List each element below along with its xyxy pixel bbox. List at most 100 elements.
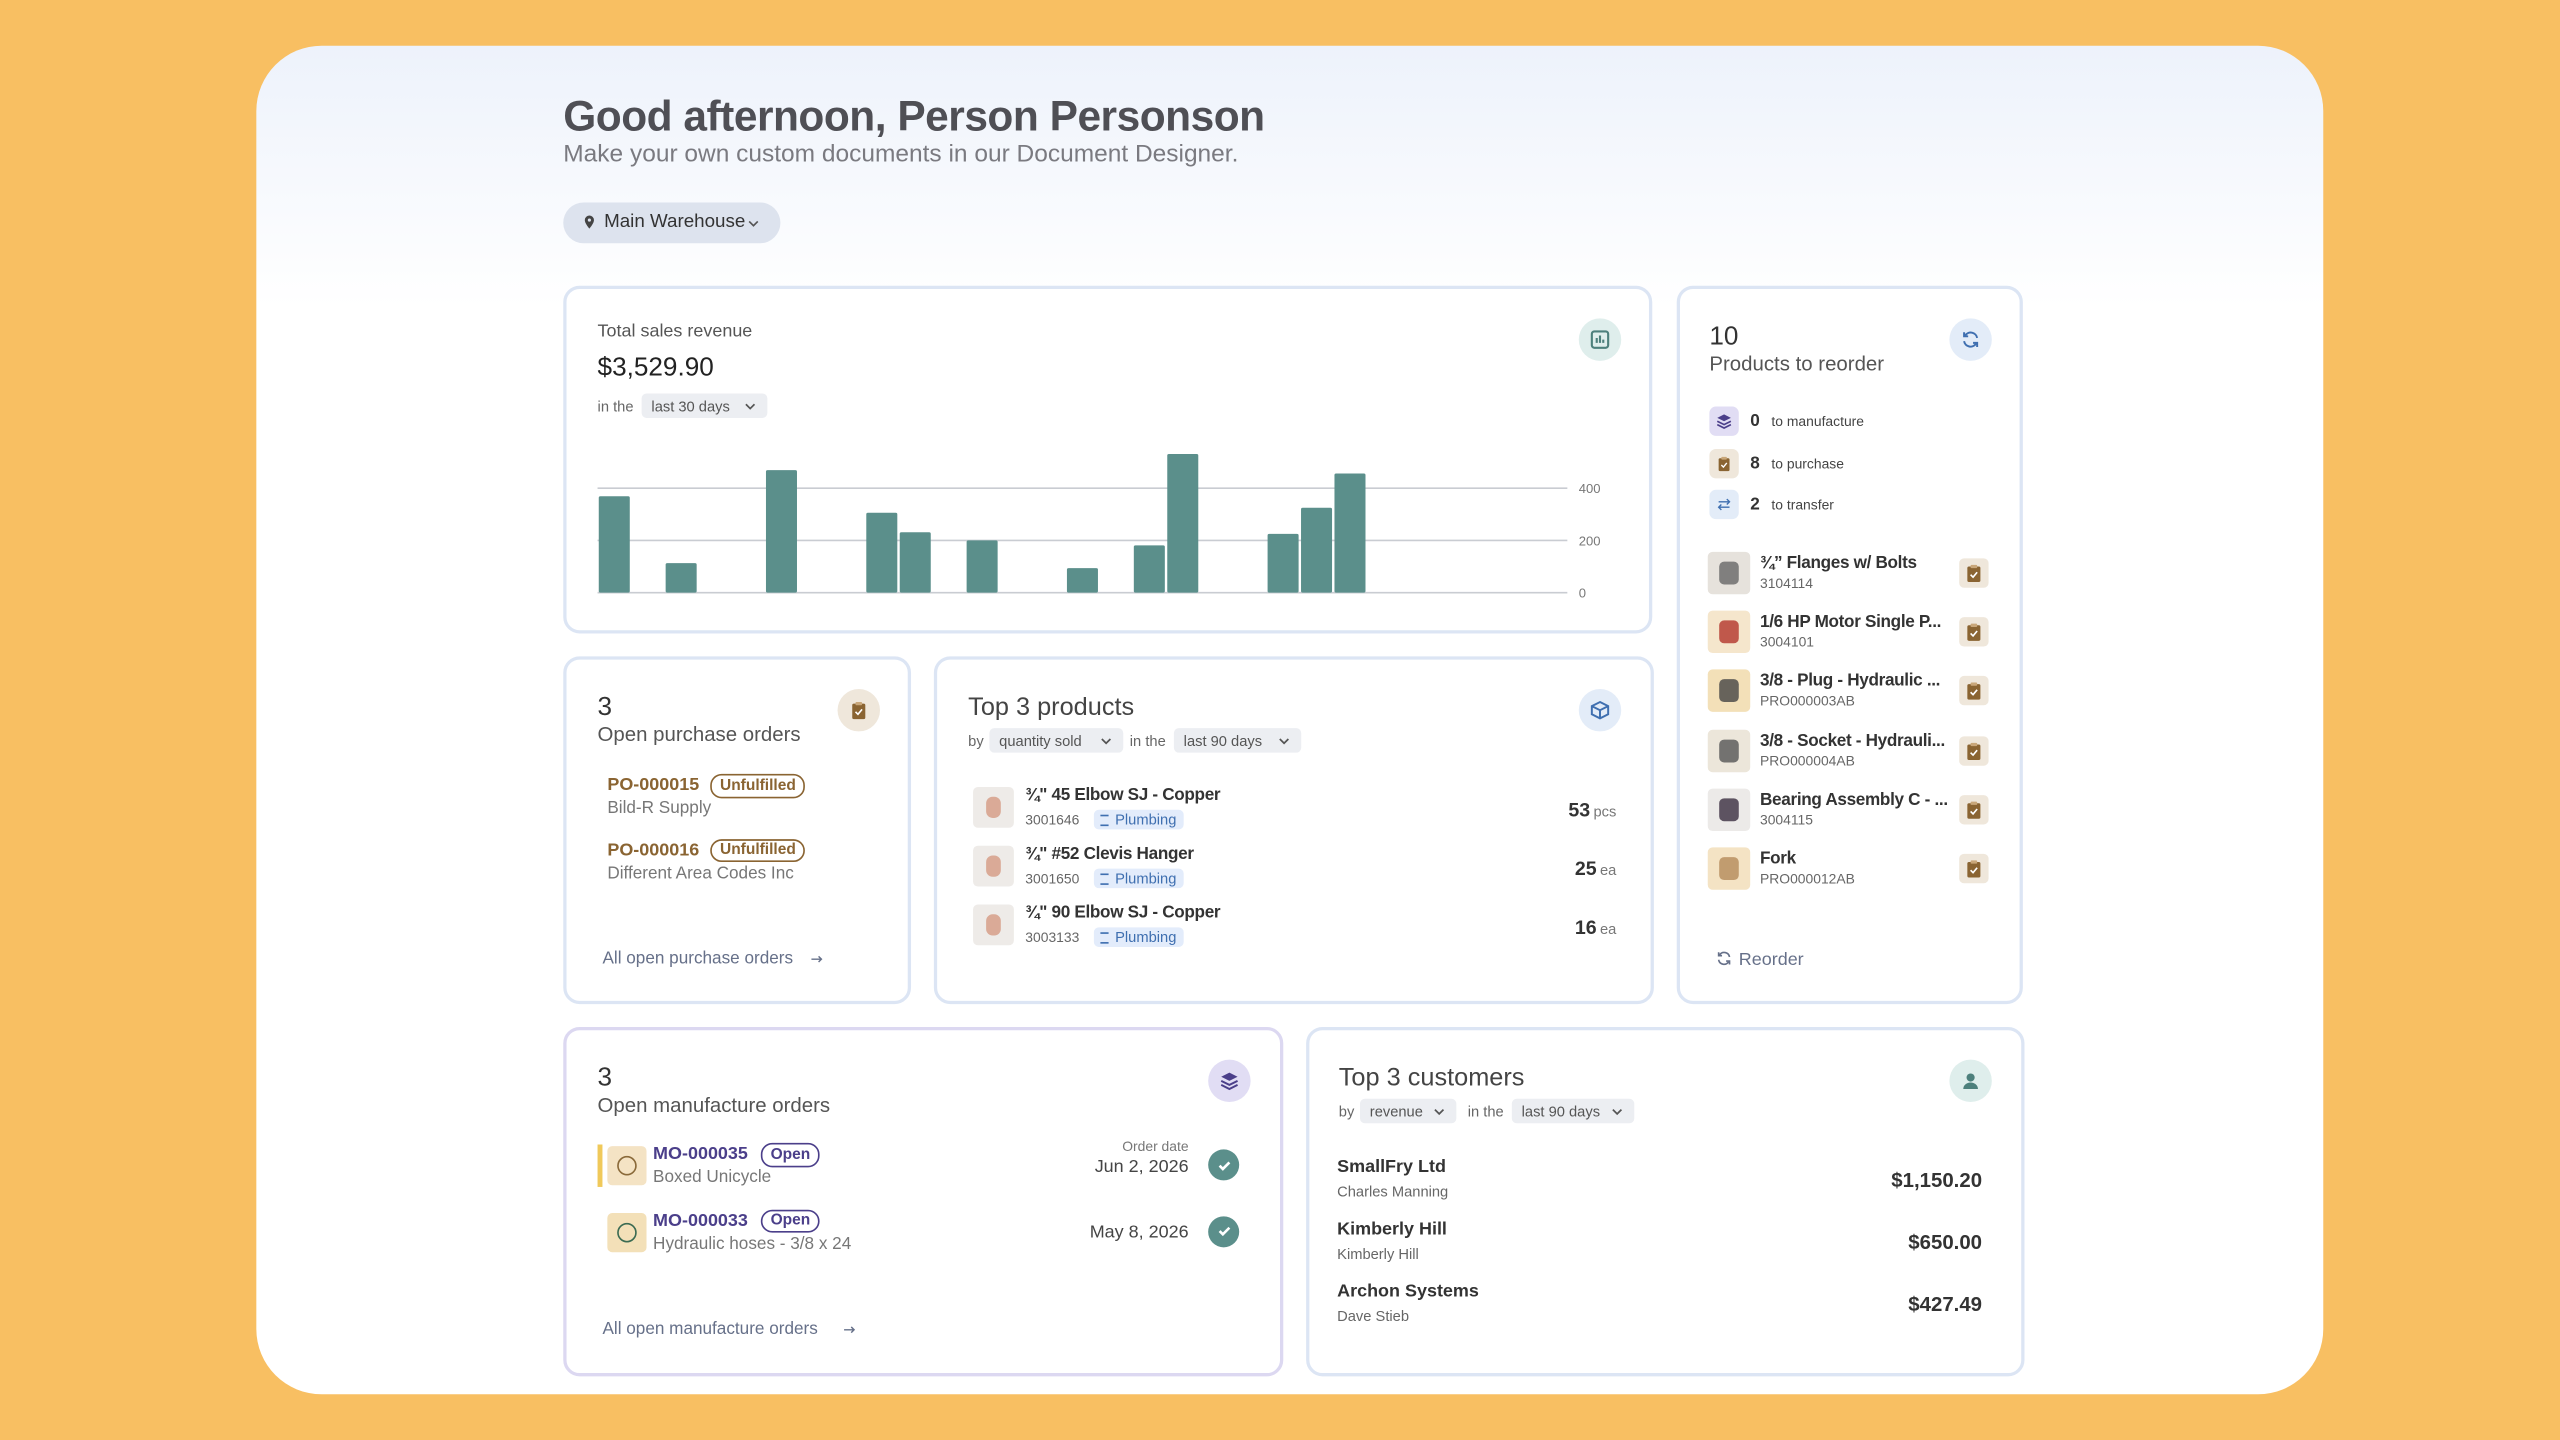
done-check[interactable] — [1208, 1215, 1240, 1247]
chev-icon — [748, 220, 759, 227]
clip-icon — [1967, 860, 1981, 878]
thumbnail-shape — [1719, 857, 1739, 880]
breakdown-count: 2 — [1750, 494, 1760, 515]
status-badge: Open — [760, 1142, 821, 1167]
product-sku: 3001650 — [1025, 870, 1080, 887]
dropdown-label: quantity sold — [999, 732, 1082, 749]
thumbnail-shape — [1719, 679, 1739, 703]
reorder-item-button[interactable] — [1959, 558, 1989, 588]
stack-icon — [1220, 1072, 1238, 1091]
sales-amount: $3,529.90 — [597, 354, 714, 383]
customer-name: SmallFry Ltd — [1337, 1157, 1446, 1178]
po-label: Open purchase orders — [597, 723, 801, 747]
product-thumbnail — [973, 845, 1014, 887]
customer-revenue: $427.49 — [1908, 1293, 1983, 1316]
breakdown-icon — [1709, 489, 1739, 520]
clip-icon — [1967, 623, 1981, 642]
dropdown[interactable]: quantity sold — [989, 728, 1124, 753]
thumbnail-shape — [986, 796, 1001, 818]
thumbnail-shape — [1719, 620, 1739, 644]
po-link[interactable]: All open purchase orders — [602, 948, 794, 969]
bar — [966, 540, 998, 593]
done-check[interactable] — [1208, 1149, 1240, 1181]
mo-id: MO-000035 — [653, 1144, 748, 1165]
arrow-icon — [844, 1326, 856, 1334]
mo-label: Open manufacture orders — [597, 1093, 831, 1117]
breakdown-count: 0 — [1750, 411, 1760, 432]
refresh-icon — [1963, 331, 1979, 348]
bar — [866, 512, 898, 593]
y-tick-label: 0 — [1579, 586, 1586, 601]
reorder-item-button[interactable] — [1959, 794, 1989, 825]
greeting: Good afternoon, Person Personson — [563, 91, 1265, 141]
refresh-icon — [1717, 951, 1731, 966]
po-id: PO-000015 — [607, 775, 700, 796]
product-thumbnail — [1707, 729, 1751, 772]
quantity: 16 ea — [1575, 918, 1616, 938]
product-name: 3/8 - Plug - Hydraulic ... — [1759, 671, 1941, 692]
customer-contact: Kimberly Hill — [1337, 1245, 1419, 1263]
product-name: ¾" 90 Elbow SJ - Copper — [1025, 902, 1221, 923]
clip-icon — [852, 702, 866, 720]
dropdown[interactable]: last 30 days — [641, 393, 768, 418]
period-prefix: in the — [1467, 1103, 1504, 1120]
thumbnail-shape — [1719, 561, 1739, 585]
product-thumbnail — [607, 1212, 647, 1252]
breakdown-label: to transfer — [1771, 496, 1834, 513]
breakdown-label: to manufacture — [1771, 413, 1865, 430]
bar — [1066, 568, 1098, 593]
thumbnail-shape — [1719, 738, 1739, 762]
category-tag-label: Plumbing — [1115, 928, 1177, 946]
mo-product: Boxed Unicycle — [653, 1167, 772, 1187]
reorder-button[interactable]: Reorder — [1716, 949, 1830, 972]
dropdown[interactable]: revenue — [1360, 1098, 1457, 1124]
tag-icon — [1100, 814, 1109, 827]
product-thumbnail — [1707, 551, 1751, 595]
quantity: 53 pcs — [1568, 800, 1616, 820]
reorder-item-button[interactable] — [1959, 735, 1989, 766]
purchase-orders-card: 3 Open purchase orders PO-000015 Unfulfille… — [563, 656, 912, 1005]
reorder-item-button[interactable] — [1959, 617, 1989, 647]
product-sku: PRO000003AB — [1759, 692, 1855, 710]
chev-icon — [1101, 738, 1112, 745]
chart-icon — [1590, 330, 1610, 349]
customers-title: Top 3 customers — [1338, 1064, 1525, 1093]
sales-label: Total sales revenue — [597, 321, 753, 342]
check-icon — [1217, 1226, 1230, 1237]
thumbnail-shape — [986, 914, 1001, 936]
thumbnail-shape — [617, 1155, 637, 1176]
thumbnail-shape — [986, 855, 1001, 877]
reorder-count: 10 — [1709, 323, 1739, 352]
product-name: ¾” Flanges w/ Bolts — [1759, 553, 1917, 574]
quantity-unit: ea — [1599, 862, 1617, 879]
arrow-icon — [811, 955, 823, 963]
product-sku: 3004101 — [1759, 633, 1815, 651]
thumbnail-shape — [617, 1222, 637, 1242]
clip-badge — [837, 688, 880, 732]
clip-icon — [1967, 801, 1981, 819]
chev-icon — [745, 403, 756, 410]
reorder-item-button[interactable] — [1959, 676, 1989, 706]
bar — [1167, 453, 1199, 593]
chev-icon — [1434, 1108, 1445, 1116]
product-sku: PRO000012AB — [1759, 870, 1855, 887]
dropdown[interactable]: last 90 days — [1173, 728, 1302, 753]
dropdown-label: last 90 days — [1183, 732, 1263, 749]
breakdown-icon — [1709, 448, 1739, 478]
sales-card: Total sales revenue $3,529.90 in the last 3… — [563, 285, 1653, 634]
customers-card: Top 3 customers by revenue in the last 90 da… — [1306, 1026, 2025, 1377]
top-products-title: Top 3 products — [968, 693, 1135, 722]
order-date: May 8, 2026 — [1089, 1222, 1189, 1242]
location-label: Main Warehouse — [604, 212, 746, 232]
mo-link[interactable]: All open manufacture orders — [602, 1319, 818, 1339]
customer-name: Kimberly Hill — [1337, 1219, 1447, 1240]
product-thumbnail — [607, 1146, 647, 1186]
y-tick-label: 400 — [1579, 481, 1601, 496]
dropdown[interactable]: last 90 days — [1511, 1098, 1635, 1124]
location-picker[interactable]: Main Warehouse — [563, 202, 781, 244]
product-name: ¾" #52 Clevis Hanger — [1025, 844, 1194, 864]
quantity: 25 ea — [1575, 859, 1616, 879]
reorder-item-button[interactable] — [1959, 853, 1989, 884]
category-tag-label: Plumbing — [1115, 870, 1177, 887]
